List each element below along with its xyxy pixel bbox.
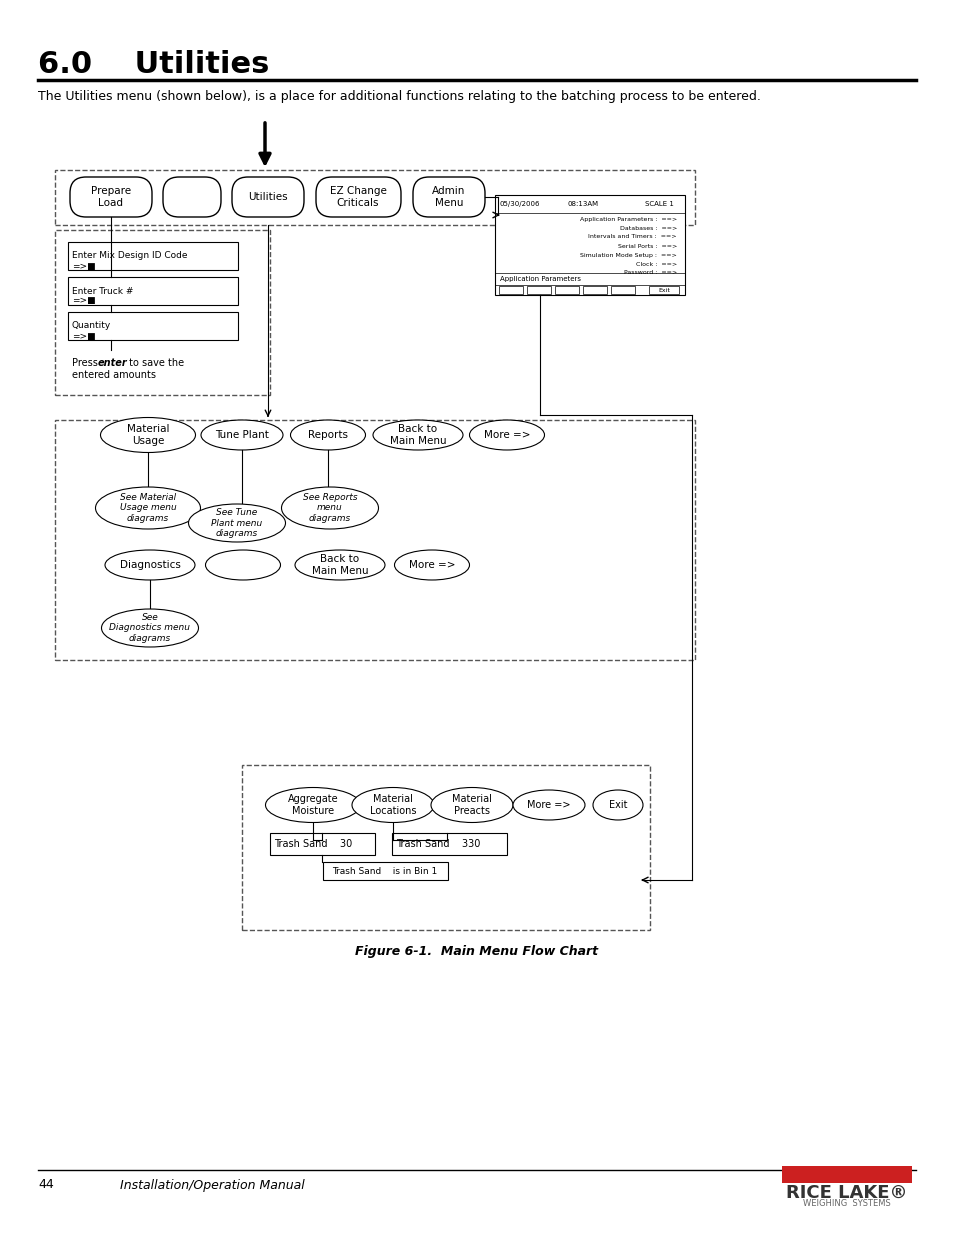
Bar — [68, 312, 237, 340]
Text: =>■: =>■ — [71, 331, 95, 341]
Bar — [392, 832, 506, 855]
Text: See
Diagnostics menu
diagrams: See Diagnostics menu diagrams — [110, 613, 191, 643]
Text: Password :  ==>: Password : ==> — [623, 270, 677, 275]
Text: Exit: Exit — [608, 800, 626, 810]
Text: See Material
Usage menu
diagrams: See Material Usage menu diagrams — [119, 493, 176, 522]
Text: Intervals and Timers :  ==>: Intervals and Timers : ==> — [588, 235, 677, 240]
Ellipse shape — [201, 420, 283, 450]
Text: See Tune
Plant menu
diagrams: See Tune Plant menu diagrams — [212, 508, 262, 538]
Ellipse shape — [101, 609, 198, 647]
Ellipse shape — [352, 788, 434, 823]
Text: See Reports
menu
diagrams: See Reports menu diagrams — [302, 493, 357, 522]
Bar — [68, 242, 237, 270]
Text: Material
Preacts: Material Preacts — [452, 794, 492, 816]
Bar — [270, 832, 375, 855]
Text: Back to
Main Menu: Back to Main Menu — [312, 555, 368, 576]
Text: Enter Mix Design ID Code: Enter Mix Design ID Code — [71, 252, 188, 261]
FancyBboxPatch shape — [413, 177, 484, 217]
FancyBboxPatch shape — [232, 177, 304, 217]
Text: More =>: More => — [408, 559, 455, 571]
Text: Clock :  ==>: Clock : ==> — [636, 262, 677, 267]
Ellipse shape — [95, 487, 200, 529]
Text: Tune Plant: Tune Plant — [214, 430, 269, 440]
Text: Admin
Menu: Admin Menu — [432, 186, 465, 207]
Text: 05/30/2006: 05/30/2006 — [499, 201, 540, 207]
Bar — [582, 287, 606, 294]
Text: Diagnostics: Diagnostics — [119, 559, 180, 571]
Text: 6.0    Utilities: 6.0 Utilities — [38, 49, 269, 79]
Bar — [68, 277, 237, 305]
Bar — [526, 287, 551, 294]
Ellipse shape — [513, 790, 584, 820]
Text: 44: 44 — [38, 1178, 53, 1192]
Bar — [55, 420, 695, 659]
FancyBboxPatch shape — [70, 177, 152, 217]
Ellipse shape — [431, 788, 513, 823]
Bar — [242, 764, 649, 930]
Text: 08:13AM: 08:13AM — [567, 201, 598, 207]
FancyBboxPatch shape — [163, 177, 221, 217]
Text: Material
Locations: Material Locations — [370, 794, 416, 816]
Bar — [323, 862, 448, 881]
Text: Quantity: Quantity — [71, 321, 112, 331]
Text: Application Parameters :  ==>: Application Parameters : ==> — [579, 216, 677, 221]
Text: EZ Change
Criticals: EZ Change Criticals — [329, 186, 386, 207]
Ellipse shape — [395, 550, 469, 580]
Text: Application Parameters: Application Parameters — [499, 275, 580, 282]
Text: SCALE 1: SCALE 1 — [644, 201, 673, 207]
Text: entered amounts: entered amounts — [71, 370, 156, 380]
Ellipse shape — [593, 790, 642, 820]
Ellipse shape — [469, 420, 544, 450]
Ellipse shape — [291, 420, 365, 450]
Text: =>■: =>■ — [71, 296, 95, 305]
Ellipse shape — [100, 417, 195, 452]
Text: WEIGHING  SYSTEMS: WEIGHING SYSTEMS — [802, 1199, 890, 1209]
Text: Utilities: Utilities — [248, 191, 288, 203]
Text: =>■: =>■ — [71, 262, 95, 270]
Text: to save the: to save the — [126, 358, 184, 368]
Text: Trash Sand    is in Bin 1: Trash Sand is in Bin 1 — [332, 867, 437, 876]
Ellipse shape — [281, 487, 378, 529]
Text: enter: enter — [98, 358, 128, 368]
Text: Material
Usage: Material Usage — [127, 424, 169, 446]
Text: Enter Truck #: Enter Truck # — [71, 287, 133, 295]
Text: Reports: Reports — [308, 430, 348, 440]
Ellipse shape — [189, 504, 285, 542]
FancyBboxPatch shape — [315, 177, 400, 217]
Text: Aggregate
Moisture: Aggregate Moisture — [288, 794, 338, 816]
Text: Trash Sand    330: Trash Sand 330 — [395, 839, 480, 848]
Text: More =>: More => — [527, 800, 570, 810]
Bar — [781, 1166, 911, 1183]
Ellipse shape — [373, 420, 462, 450]
Text: More =>: More => — [483, 430, 530, 440]
Bar — [55, 230, 270, 395]
Ellipse shape — [205, 550, 280, 580]
Text: Prepare
Load: Prepare Load — [91, 186, 131, 207]
Text: Back to
Main Menu: Back to Main Menu — [389, 424, 446, 446]
Ellipse shape — [105, 550, 194, 580]
Text: Trash Sand    30: Trash Sand 30 — [274, 839, 352, 848]
Bar — [610, 287, 635, 294]
Text: Simulation Mode Setup :  ==>: Simulation Mode Setup : ==> — [579, 252, 677, 258]
Text: RICE LAKE®: RICE LAKE® — [785, 1184, 907, 1202]
Text: Databases :  ==>: Databases : ==> — [619, 226, 677, 231]
Text: Exit: Exit — [658, 288, 669, 293]
Bar — [648, 287, 679, 294]
Bar — [495, 195, 684, 295]
Text: Serial Ports :  ==>: Serial Ports : ==> — [618, 243, 677, 248]
Ellipse shape — [294, 550, 385, 580]
Text: Figure 6-1.  Main Menu Flow Chart: Figure 6-1. Main Menu Flow Chart — [355, 946, 598, 958]
Bar — [55, 170, 695, 225]
Text: Press: Press — [71, 358, 101, 368]
Text: Installation/Operation Manual: Installation/Operation Manual — [120, 1178, 304, 1192]
Ellipse shape — [265, 788, 360, 823]
Text: The Utilities menu (shown below), is a place for additional functions relating t: The Utilities menu (shown below), is a p… — [38, 90, 760, 103]
Bar — [555, 287, 578, 294]
Bar — [498, 287, 522, 294]
